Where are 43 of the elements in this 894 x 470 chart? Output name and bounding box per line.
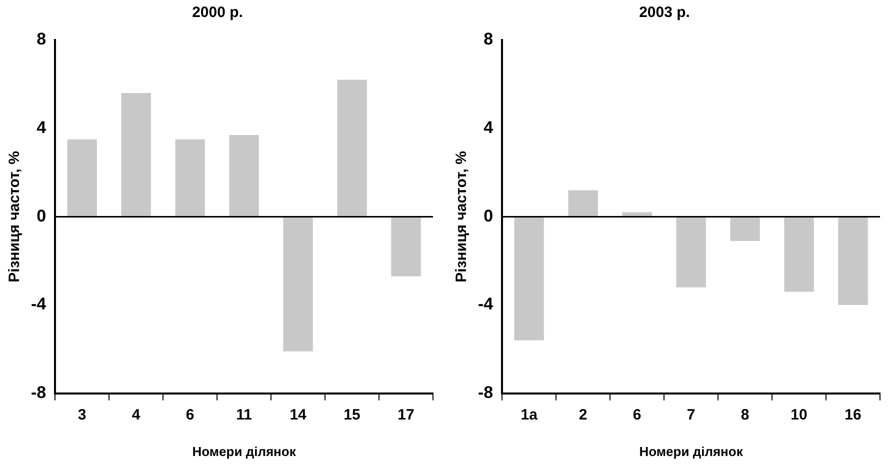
y-axis-title: Різниця частот, % (6, 151, 24, 282)
x-tick-label: 2 (578, 406, 588, 424)
chart-title: 2000 р. (192, 4, 243, 22)
bar (838, 216, 868, 306)
y-tick-label: 4 (36, 118, 47, 138)
x-tick-label: 6 (186, 406, 194, 424)
x-tick-label: 6 (632, 406, 642, 424)
bar (229, 134, 259, 217)
x-tick-label: 17 (398, 406, 414, 424)
bar (514, 216, 544, 340)
x-tick-label: 11 (236, 406, 252, 424)
x-axis-title: Номери ділянок (639, 444, 744, 459)
bar (784, 216, 814, 292)
x-axis-title: Номери ділянок (192, 444, 296, 459)
bar (730, 216, 760, 241)
y-tick-label: -8 (478, 383, 494, 402)
y-tick-label: 0 (36, 206, 46, 226)
y-tick-label: -8 (30, 383, 46, 402)
bar (121, 93, 151, 217)
x-tick-label: 15 (344, 406, 360, 424)
y-axis-title: Різниця частот, % (453, 151, 470, 282)
bar (67, 139, 97, 217)
x-tick-label: 3 (78, 406, 86, 424)
y-tick-label: 8 (484, 30, 494, 49)
bar (337, 80, 367, 217)
x-tick-label: 1a (520, 406, 538, 424)
bar (568, 190, 598, 217)
bar (175, 139, 205, 217)
y-tick-label: 0 (484, 206, 494, 226)
y-tick-label: 8 (36, 30, 46, 49)
x-tick-label: 8 (740, 406, 750, 424)
x-tick-label: 16 (844, 406, 862, 424)
bar (283, 216, 313, 352)
y-tick-label: 4 (484, 118, 494, 138)
x-tick-label: 14 (290, 406, 308, 424)
bar (391, 216, 421, 276)
x-tick-label: 7 (686, 406, 696, 424)
chart-title: 2003 р. (639, 4, 690, 22)
bar (676, 216, 706, 288)
x-tick-label: 4 (132, 406, 141, 424)
x-tick-label: 10 (790, 406, 808, 424)
y-tick-label: -4 (478, 294, 494, 314)
y-tick-label: -4 (30, 294, 47, 314)
